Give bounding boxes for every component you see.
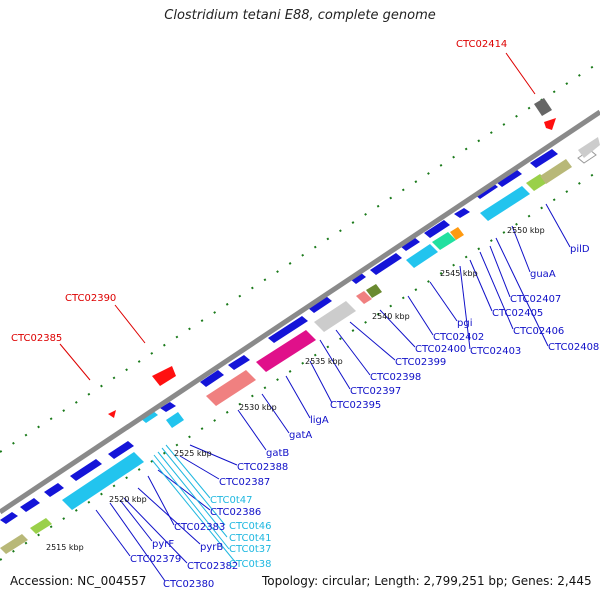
gene-label[interactable]: CTC02406 (513, 326, 564, 337)
gene-label[interactable]: pgi (457, 318, 472, 329)
gene-label[interactable]: CTC02388 (237, 462, 288, 473)
gene-label[interactable]: CTC02407 (510, 294, 561, 305)
gene-label[interactable]: CTC02386 (210, 507, 261, 518)
gene-label[interactable]: CTC02405 (492, 308, 543, 319)
gene-label[interactable]: CTC02387 (219, 477, 270, 488)
scale-labels: 2515 kbp 2520 kbp 2525 kbp 2530 kbp 2535… (46, 226, 545, 552)
highlight-label[interactable]: CTC02390 (65, 293, 116, 304)
upper-gene-row (0, 149, 597, 524)
scale-label: 2520 kbp (109, 495, 147, 504)
rna-leaders (151, 444, 237, 564)
rna-label[interactable]: CTC0t47 (210, 495, 253, 506)
gene-label[interactable]: CTC02398 (370, 372, 421, 383)
gene-label[interactable]: ligA (310, 415, 329, 426)
gene-label[interactable]: CTC02379 (130, 554, 181, 565)
accession-label: Accession: NC_004557 (10, 574, 147, 588)
gene-label[interactable]: CTC02395 (330, 400, 381, 411)
gene-label[interactable]: CTC02403 (470, 346, 521, 357)
gene-label[interactable]: CTC02382 (187, 561, 238, 572)
gene-label[interactable]: guaA (530, 269, 556, 280)
highlight-callouts (59, 52, 536, 381)
highlight-label[interactable]: CTC02385 (11, 333, 62, 344)
scale-label: 2515 kbp (46, 543, 84, 552)
gene-label[interactable]: gatA (289, 430, 312, 441)
gene-label[interactable]: CTC02380 (163, 579, 214, 590)
rna-label[interactable]: CTC0t46 (229, 521, 272, 532)
genome-backbone (0, 109, 600, 515)
gene-label[interactable]: gatB (266, 448, 289, 459)
gene-labels: CTC02379 CTC02380 pyrF CTC02382 pyrB CTC… (130, 244, 599, 590)
gene-label[interactable]: pyrB (200, 542, 223, 553)
scale-label: 2525 kbp (174, 449, 212, 458)
highlight-label[interactable]: CTC02414 (456, 39, 507, 50)
gene-label[interactable]: CTC02408 (548, 342, 599, 353)
gene-label[interactable]: CTC02400 (415, 344, 466, 355)
scale-label: 2530 kbp (239, 403, 277, 412)
gene-label[interactable]: CTC02399 (395, 357, 446, 368)
gene-label[interactable]: CTC02397 (350, 386, 401, 397)
gene-label[interactable]: CTC02383 (174, 522, 225, 533)
rna-label[interactable]: CTC0t37 (229, 544, 272, 555)
topology-label: Topology: circular; Length: 2,799,251 bp… (262, 574, 592, 588)
gene-label[interactable]: pilD (570, 244, 590, 255)
label-leaders (95, 203, 571, 582)
highlight-labels: CTC02414 CTC02390 CTC02385 (11, 39, 507, 344)
rna-label[interactable]: CTC0t41 (229, 533, 272, 544)
map-title: Clostridium tetani E88, complete genome (164, 8, 436, 23)
scale-label: 2540 kbp (372, 312, 410, 321)
gene-label[interactable]: CTC02402 (433, 332, 484, 343)
gene-label[interactable]: pyrF (152, 539, 174, 550)
scale-label: 2550 kbp (507, 226, 545, 235)
scale-label: 2535 kbp (305, 357, 343, 366)
rna-label[interactable]: CTC0t38 (229, 559, 272, 570)
lower-gene-row (0, 98, 600, 554)
scale-label: 2545 kbp (440, 269, 478, 278)
